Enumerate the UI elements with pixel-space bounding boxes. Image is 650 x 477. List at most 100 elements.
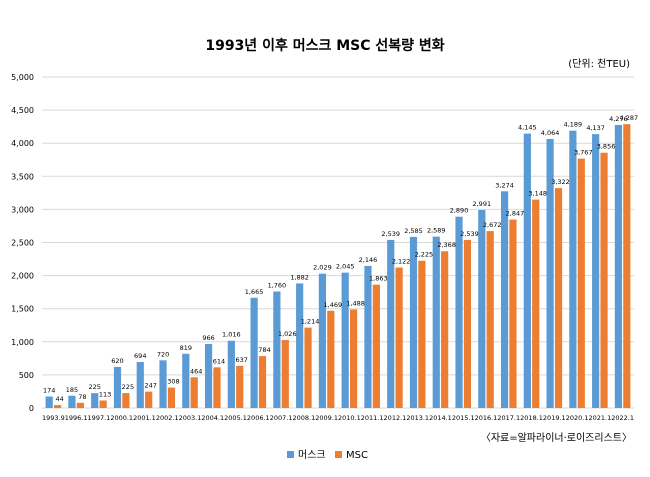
y-tick-label: 5,000 — [11, 73, 34, 82]
x-tick-label: 2010.1 — [338, 414, 361, 422]
bar-maersk — [478, 209, 486, 408]
data-label-maersk: 4,137 — [586, 124, 605, 132]
data-label-maersk: 2,991 — [472, 200, 491, 208]
data-label-maersk: 2,539 — [381, 230, 400, 238]
x-tick-label: 2022.1 — [611, 414, 634, 422]
x-tick-label: 2012.1 — [384, 414, 407, 422]
x-tick-label: 1996.1 — [65, 414, 88, 422]
data-label-maersk: 225 — [89, 383, 101, 391]
data-label-msc: 1,214 — [301, 318, 320, 326]
bar-maersk — [113, 366, 122, 408]
data-labels: 1744418578225113620225694247720308819464… — [43, 114, 638, 403]
x-tick-label: 2001.1 — [133, 414, 156, 422]
legend: 머스크 MSC — [287, 449, 368, 461]
data-label-msc: 1,026 — [278, 330, 297, 338]
bar-msc — [327, 310, 335, 408]
bar-maersk — [387, 239, 395, 408]
data-label-msc: 4,287 — [620, 114, 639, 122]
bar-msc — [281, 340, 289, 408]
data-label-maersk: 3,274 — [495, 181, 514, 189]
data-label-maersk: 1,760 — [268, 281, 287, 289]
bar-msc — [463, 239, 472, 408]
data-label-maersk: 694 — [134, 352, 146, 360]
bar-maersk — [614, 124, 623, 408]
bar-maersk — [227, 340, 235, 408]
bar-msc — [623, 124, 631, 409]
x-tick-label: 1993.9 — [42, 414, 65, 422]
data-label-msc: 3,148 — [528, 190, 547, 198]
data-label-maersk: 185 — [66, 386, 78, 394]
y-axis: 0 500 1,000 1,500 2,000 2,500 3,000 3,500 4,000 4… — [11, 73, 34, 413]
unit-label: (단위: 천TEU) — [568, 57, 630, 70]
bar-maersk — [273, 291, 281, 408]
data-label-msc: 44 — [55, 395, 63, 403]
data-label-msc: 464 — [190, 367, 202, 375]
bar-msc — [53, 405, 62, 408]
y-tick-label: 500 — [19, 371, 34, 380]
data-label-msc: 247 — [144, 382, 156, 390]
bar-msc — [600, 152, 608, 408]
bar-msc — [372, 284, 380, 408]
x-tick-label: 2005.1 — [224, 414, 247, 422]
data-label-msc: 2,368 — [437, 241, 456, 249]
x-tick-label: 2019.1 — [543, 414, 566, 422]
bar-msc — [213, 367, 221, 408]
bar-msc — [99, 400, 107, 408]
legend-swatch-maersk — [287, 451, 294, 458]
x-axis: 1993.9 1996.1 1997.1 2000.1 2001.1 2002.1 2003… — [42, 414, 634, 422]
x-tick-label: 2013.1 — [406, 414, 429, 422]
y-tick-label: 1,500 — [11, 305, 34, 314]
bar-maersk — [91, 393, 99, 408]
x-tick-label: 2007.1 — [270, 414, 293, 422]
legend-label-msc: MSC — [346, 450, 368, 461]
data-label-maersk: 2,890 — [450, 207, 469, 215]
bar-msc — [258, 356, 267, 408]
data-label-msc: 2,539 — [460, 230, 479, 238]
bar-maersk — [296, 283, 304, 408]
data-label-maersk: 620 — [111, 357, 123, 365]
bar-maersk — [318, 273, 327, 408]
data-label-maersk: 174 — [43, 386, 55, 394]
x-tick-label: 2017.1 — [497, 414, 520, 422]
data-label-msc: 113 — [99, 391, 111, 399]
bar-maersk — [432, 236, 440, 408]
bar-maersk — [569, 130, 577, 408]
legend-swatch-msc — [335, 451, 342, 458]
data-label-msc: 2,225 — [415, 251, 434, 259]
legend-label-maersk: 머스크 — [298, 449, 326, 461]
x-tick-label: 2020.1 — [566, 414, 589, 422]
x-tick-label: 2021.1 — [588, 414, 611, 422]
data-label-maersk: 1,016 — [222, 331, 241, 339]
bar-msc — [554, 188, 563, 408]
bar-maersk — [455, 216, 463, 408]
bar-maersk — [159, 360, 167, 408]
data-label-msc: 2,122 — [392, 258, 411, 266]
data-label-maersk: 4,276 — [609, 115, 628, 123]
data-label-maersk: 2,146 — [359, 256, 378, 264]
bar-maersk — [500, 191, 509, 408]
grid — [42, 76, 634, 409]
y-tick-label: 0 — [29, 404, 34, 413]
x-tick-label: 2014.1 — [429, 414, 452, 422]
bar-maersk — [409, 236, 418, 408]
bar-msc — [486, 231, 494, 408]
x-tick-label: 2011.1 — [361, 414, 384, 422]
bar-msc — [304, 327, 312, 408]
bar-maersk — [250, 297, 258, 408]
data-label-maersk: 1,882 — [290, 273, 309, 281]
data-label-maersk: 2,589 — [427, 227, 446, 235]
x-tick-label: 2016.1 — [475, 414, 498, 422]
bar-maersk — [341, 272, 349, 408]
bar-msc — [509, 219, 517, 408]
data-label-maersk: 1,665 — [245, 288, 264, 296]
data-label-msc: 784 — [258, 346, 270, 354]
bar-maersk — [523, 133, 531, 408]
bar-maersk — [204, 344, 213, 408]
x-tick-label: 2015.1 — [452, 414, 475, 422]
data-label-maersk: 4,145 — [518, 124, 537, 132]
x-tick-label: 2004.1 — [201, 414, 224, 422]
source-note: 〈자료=알파라이너·로이즈리스트〉 — [481, 432, 632, 444]
data-label-msc: 3,856 — [597, 143, 616, 151]
bar-msc — [418, 260, 426, 408]
